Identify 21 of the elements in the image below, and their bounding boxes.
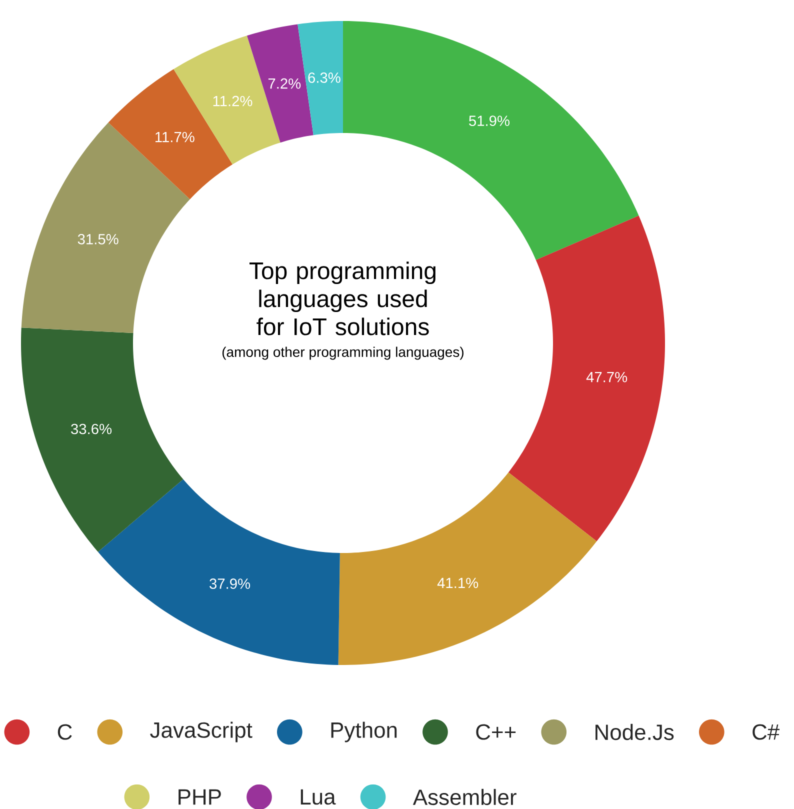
data-label: 7.2% — [268, 78, 301, 89]
legend-label: Node.Js — [596, 724, 674, 740]
data-label: 6.3% — [308, 72, 340, 83]
legend-label: C++ — [476, 724, 516, 740]
legend-label: Python — [331, 722, 397, 742]
data-label: 11.7% — [156, 132, 194, 142]
data-label: 41.1% — [437, 578, 478, 588]
legend-label: PHP — [178, 789, 221, 805]
legend-label: Assembler — [412, 788, 516, 806]
data-label: 11.2% — [213, 96, 252, 106]
data-label: 47.7% — [586, 372, 628, 382]
legend-label: C# — [752, 724, 780, 740]
data-label: 51.9% — [469, 116, 510, 126]
legend-label: C — [58, 724, 72, 740]
data-label: 33.6% — [71, 424, 112, 434]
data-label: 31.5% — [78, 234, 118, 244]
text: Top programming languages used for IoT solutions — [250, 262, 436, 336]
text: (among other programming languages) — [222, 346, 464, 360]
data-label: 37.9% — [210, 578, 250, 589]
legend-label: JavaScript — [150, 722, 252, 742]
legend-label: Lua — [300, 789, 336, 805]
